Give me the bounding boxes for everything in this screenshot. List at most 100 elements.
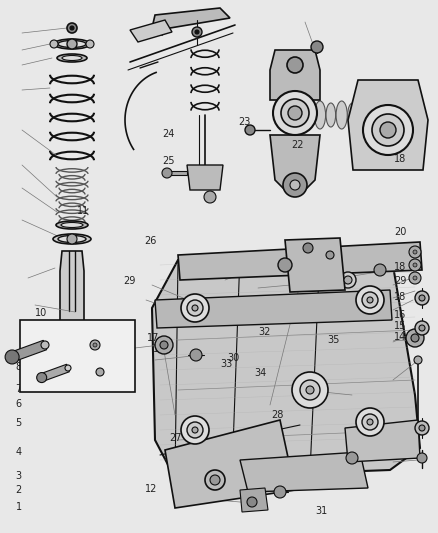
Circle shape — [210, 475, 220, 485]
Circle shape — [90, 340, 100, 350]
Circle shape — [155, 336, 173, 354]
Ellipse shape — [336, 101, 347, 129]
Circle shape — [411, 334, 419, 342]
Text: 4: 4 — [16, 447, 22, 457]
Circle shape — [77, 356, 87, 366]
Text: 1: 1 — [16, 503, 22, 512]
Circle shape — [287, 57, 303, 73]
Text: 14: 14 — [394, 333, 406, 342]
Circle shape — [415, 421, 429, 435]
Circle shape — [281, 99, 309, 127]
Circle shape — [245, 125, 255, 135]
Text: 3: 3 — [16, 471, 22, 481]
Ellipse shape — [314, 101, 325, 129]
Circle shape — [326, 251, 334, 259]
Circle shape — [67, 23, 77, 33]
Ellipse shape — [56, 221, 88, 229]
Polygon shape — [178, 242, 422, 280]
Circle shape — [344, 276, 352, 284]
Circle shape — [278, 258, 292, 272]
Polygon shape — [270, 50, 320, 100]
Ellipse shape — [348, 103, 357, 127]
Circle shape — [303, 243, 313, 253]
Circle shape — [160, 341, 168, 349]
Circle shape — [380, 122, 396, 138]
Text: 20: 20 — [394, 227, 406, 237]
Polygon shape — [285, 238, 345, 292]
Text: 25: 25 — [162, 156, 175, 166]
Circle shape — [292, 372, 328, 408]
Circle shape — [367, 419, 373, 425]
Circle shape — [413, 276, 417, 280]
Text: 35: 35 — [328, 335, 340, 345]
Circle shape — [50, 40, 58, 48]
Circle shape — [247, 497, 257, 507]
Circle shape — [96, 368, 104, 376]
Ellipse shape — [57, 54, 87, 62]
Circle shape — [406, 329, 424, 347]
Circle shape — [192, 27, 202, 37]
Circle shape — [192, 427, 198, 433]
Text: 9: 9 — [28, 328, 35, 338]
Circle shape — [273, 91, 317, 135]
Ellipse shape — [61, 222, 83, 228]
Text: 21: 21 — [285, 255, 297, 265]
Circle shape — [190, 349, 202, 361]
Circle shape — [415, 321, 429, 335]
Polygon shape — [152, 8, 230, 35]
Circle shape — [300, 380, 320, 400]
Circle shape — [54, 351, 60, 357]
Circle shape — [181, 294, 209, 322]
Text: 34: 34 — [254, 368, 266, 378]
Circle shape — [413, 250, 417, 254]
Circle shape — [311, 41, 323, 53]
Text: 28: 28 — [272, 410, 284, 419]
Text: 22: 22 — [291, 140, 304, 150]
Text: 24: 24 — [162, 130, 174, 139]
Circle shape — [93, 343, 97, 347]
Text: 16: 16 — [394, 310, 406, 320]
Polygon shape — [240, 488, 268, 512]
Polygon shape — [345, 420, 420, 462]
Text: 27: 27 — [169, 433, 182, 443]
Text: 26: 26 — [145, 236, 157, 246]
Circle shape — [187, 422, 203, 438]
Polygon shape — [152, 248, 420, 478]
Circle shape — [65, 365, 71, 371]
Text: 6: 6 — [16, 399, 22, 409]
Ellipse shape — [369, 103, 379, 127]
Text: 29: 29 — [124, 277, 136, 286]
Circle shape — [362, 292, 378, 308]
Circle shape — [419, 325, 425, 331]
Ellipse shape — [326, 103, 336, 127]
Text: 15: 15 — [394, 321, 406, 331]
Circle shape — [340, 272, 356, 288]
Circle shape — [346, 452, 358, 464]
Circle shape — [367, 297, 373, 303]
Circle shape — [274, 486, 286, 498]
Circle shape — [306, 386, 314, 394]
Circle shape — [41, 341, 49, 349]
Circle shape — [376, 123, 384, 131]
Circle shape — [372, 114, 404, 146]
Circle shape — [86, 40, 94, 48]
Circle shape — [162, 168, 172, 178]
Ellipse shape — [53, 234, 91, 244]
Polygon shape — [130, 20, 172, 42]
Ellipse shape — [58, 236, 86, 243]
Circle shape — [195, 30, 199, 34]
Circle shape — [374, 264, 386, 276]
Polygon shape — [270, 135, 320, 190]
Circle shape — [409, 246, 421, 258]
Circle shape — [413, 263, 417, 267]
Circle shape — [70, 26, 74, 30]
Circle shape — [288, 106, 302, 120]
Circle shape — [74, 378, 86, 390]
Text: 2: 2 — [16, 486, 22, 495]
Polygon shape — [40, 364, 69, 381]
Polygon shape — [187, 165, 223, 190]
Text: 31: 31 — [315, 506, 328, 515]
Circle shape — [356, 286, 384, 314]
Ellipse shape — [54, 39, 90, 49]
Polygon shape — [165, 420, 295, 508]
